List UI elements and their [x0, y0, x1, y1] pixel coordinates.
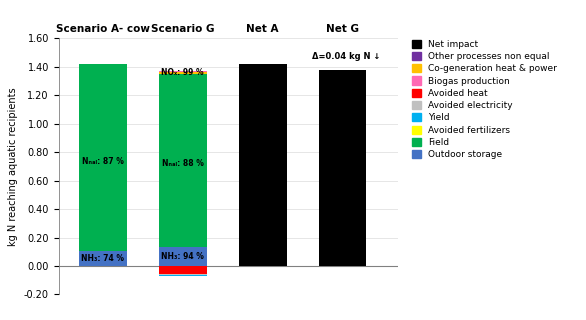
Y-axis label: kg N reaching aquatic recipients: kg N reaching aquatic recipients [8, 87, 18, 246]
Bar [159, 266, 206, 274]
Bar [319, 70, 366, 266]
Bar [159, 74, 206, 247]
Text: NH₃: 74 %: NH₃: 74 % [81, 254, 124, 263]
Bar [79, 251, 127, 266]
Bar [79, 64, 127, 251]
Bar [159, 72, 206, 74]
Bar [159, 275, 206, 276]
Text: NOₓ: 99 %: NOₓ: 99 % [161, 68, 204, 77]
Bar [159, 274, 206, 275]
Text: Δ=0.04 kg N ↓: Δ=0.04 kg N ↓ [312, 52, 380, 61]
Text: Nₙₐₗ: 88 %: Nₙₐₗ: 88 % [162, 159, 203, 168]
Legend: Net impact, Other processes non equal, Co-generation heat & power, Biogas produc: Net impact, Other processes non equal, C… [410, 38, 558, 161]
Bar [159, 247, 206, 266]
Text: NH₃: 94 %: NH₃: 94 % [161, 252, 204, 261]
Bar [159, 71, 206, 72]
Text: Nₙₐₗ: 87 %: Nₙₐₗ: 87 % [81, 157, 124, 166]
Bar [239, 64, 287, 266]
